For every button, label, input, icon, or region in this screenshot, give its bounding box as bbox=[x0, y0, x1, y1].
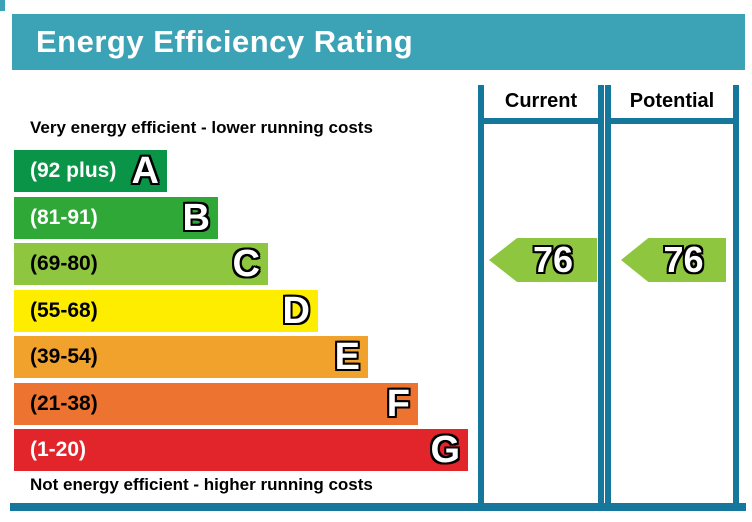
current-column: Current bbox=[478, 85, 604, 505]
band-letter-f: F bbox=[386, 383, 410, 425]
page-title: Energy Efficiency Rating bbox=[36, 24, 414, 59]
band-row-f: (21-38) F bbox=[14, 383, 418, 425]
band-letter-c: C bbox=[232, 243, 260, 285]
corner-mark bbox=[0, 0, 5, 11]
bottom-caption: Not energy efficient - higher running co… bbox=[30, 475, 373, 494]
band-row-e: (39-54) E bbox=[14, 336, 368, 378]
band-letter-g: G bbox=[430, 429, 460, 471]
potential-column: Potential bbox=[605, 85, 739, 505]
band-letter-b: B bbox=[182, 197, 210, 239]
top-caption: Very energy efficient - lower running co… bbox=[30, 118, 373, 137]
band-range-d: (55-68) bbox=[30, 299, 98, 322]
band-row-d: (55-68) D bbox=[14, 290, 318, 332]
current-column-header: Current bbox=[484, 85, 598, 124]
band-letter-a: A bbox=[131, 150, 159, 192]
current-rating-arrow: 76 bbox=[489, 238, 597, 282]
bottom-rule bbox=[10, 503, 746, 511]
band-range-b: (81-91) bbox=[30, 206, 98, 229]
potential-rating-value: 76 bbox=[663, 239, 704, 280]
current-rating-value: 76 bbox=[532, 239, 574, 280]
band-row-b: (81-91) B bbox=[14, 197, 218, 239]
band-row-a: (92 plus) A bbox=[14, 150, 167, 192]
band-range-g: (1-20) bbox=[30, 438, 87, 461]
potential-column-header: Potential bbox=[611, 85, 733, 124]
band-range-a: (92 plus) bbox=[30, 159, 117, 182]
title-bar: Energy Efficiency Rating bbox=[12, 14, 745, 70]
band-range-e: (39-54) bbox=[30, 345, 98, 368]
potential-rating-arrow: 76 bbox=[621, 238, 726, 282]
band-range-c: (69-80) bbox=[30, 252, 98, 275]
band-range-f: (21-38) bbox=[30, 392, 98, 415]
band-letter-e: E bbox=[334, 336, 360, 378]
band-letter-d: D bbox=[282, 290, 310, 332]
band-row-c: (69-80) C bbox=[14, 243, 268, 285]
band-row-g: (1-20) G bbox=[14, 429, 468, 471]
